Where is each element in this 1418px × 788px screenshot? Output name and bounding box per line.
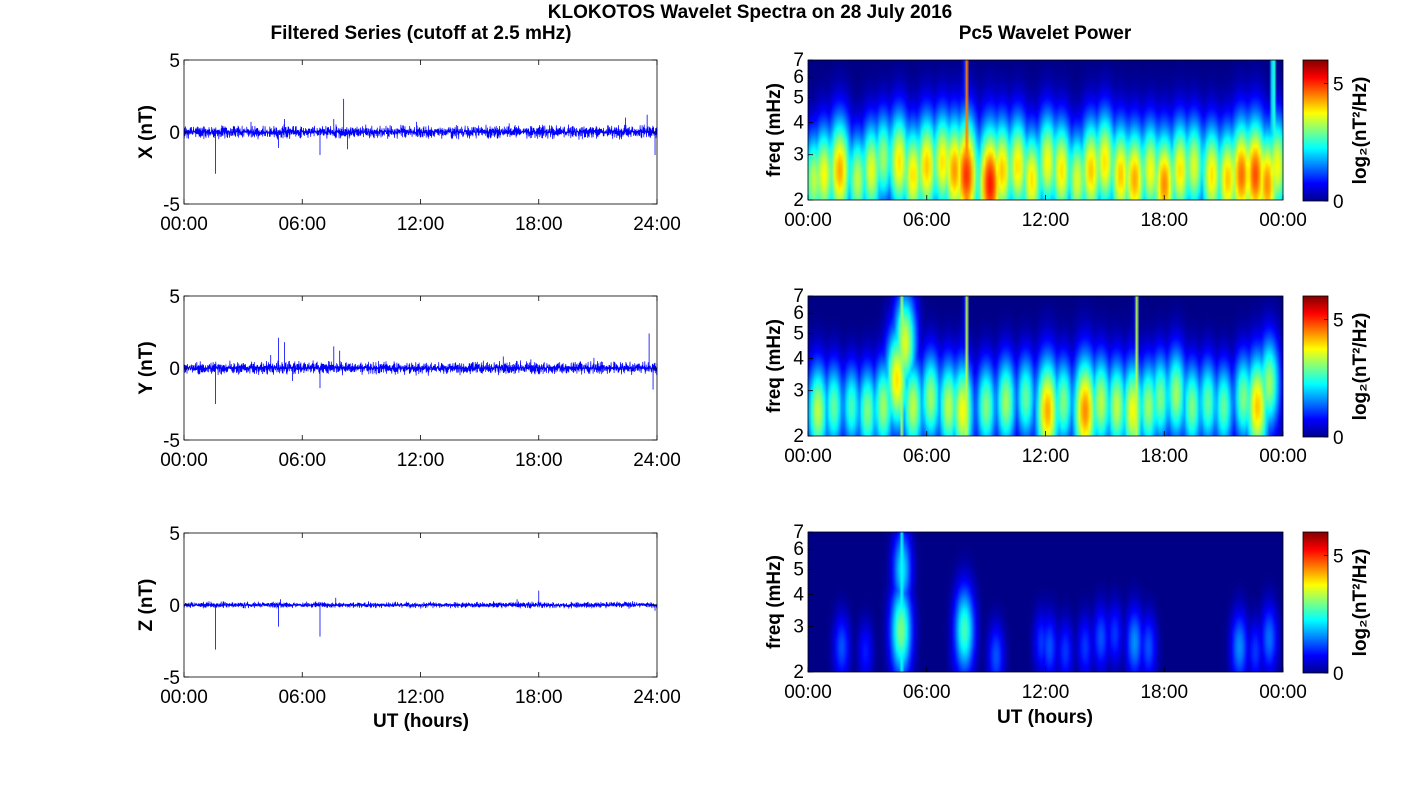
x-tick-label: 24:00 [633, 450, 681, 471]
y-tick-label: 7 [793, 50, 804, 71]
y-tick-label: -5 [163, 195, 180, 216]
x-tick-label: 18:00 [515, 450, 563, 471]
left-x-axis-label: UT (hours) [373, 711, 469, 732]
colorbar [1303, 60, 1328, 201]
colorbar-label: log₂(nT²/Hz) [1350, 549, 1371, 657]
y-tick-label: 4 [793, 113, 804, 134]
colorbar-label: log₂(nT²/Hz) [1350, 313, 1371, 421]
y-tick-label: -5 [163, 668, 180, 689]
series-panel-z: 00:00 06:00 12:00 18:00 24:00 -5 0 5 Z (nT) [136, 524, 681, 708]
y-axis-label: freq (mHz) [764, 555, 785, 649]
y-tick-label: 0 [169, 596, 180, 617]
right-column-title: Pc5 Wavelet Power [959, 23, 1132, 44]
x-tick-label: 00:00 [160, 450, 208, 471]
x-tick-label: 18:00 [1140, 682, 1188, 703]
y-tick-label: 2 [793, 662, 804, 683]
x-tick-label: 18:00 [515, 687, 563, 708]
x-tick-label: 00:00 [160, 687, 208, 708]
x-tick-label: 06:00 [278, 214, 326, 235]
x-tick-label: 06:00 [903, 446, 951, 467]
colorbar [1303, 532, 1328, 673]
colorbar-frame [1302, 531, 1329, 674]
x-tick-label: 06:00 [278, 687, 326, 708]
x-tick-label: 12:00 [397, 687, 445, 708]
colorbar-tick-label: 0 [1333, 192, 1344, 213]
series-line [183, 601, 658, 609]
y-axis-label: Z (nT) [136, 579, 157, 632]
colorbar-tick-label: 0 [1333, 664, 1344, 685]
heatmap-image [808, 296, 1283, 436]
y-tick-label: 4 [793, 585, 804, 606]
colorbar-tick-label: 5 [1333, 547, 1344, 568]
y-axis-label: freq (mHz) [764, 319, 785, 413]
y-tick-label: -5 [163, 431, 180, 452]
y-tick-label: 5 [169, 524, 180, 545]
right-x-axis-label: UT (hours) [997, 707, 1093, 728]
series-panel-y: 00:00 06:00 12:00 18:00 24:00 -5 0 5 Y (nT) [136, 287, 681, 471]
y-tick-label: 3 [793, 381, 804, 402]
x-tick-label: 18:00 [1140, 210, 1188, 231]
x-tick-label: 18:00 [515, 214, 563, 235]
y-tick-label: 5 [169, 51, 180, 72]
y-axis-label: X (nT) [136, 105, 157, 159]
x-tick-label: 00:00 [784, 210, 832, 231]
y-tick-label: 3 [793, 145, 804, 166]
y-tick-label: 5 [793, 560, 804, 581]
y-tick-label: 5 [793, 324, 804, 345]
left-column-title: Filtered Series (cutoff at 2.5 mHz) [271, 23, 572, 44]
y-tick-label: 5 [793, 88, 804, 109]
x-tick-label: 18:00 [1140, 446, 1188, 467]
heatmap-image [808, 60, 1283, 200]
x-tick-label: 12:00 [1022, 210, 1070, 231]
series-line [183, 360, 658, 376]
colorbar-frame [1302, 59, 1329, 202]
y-tick-label: 6 [793, 67, 804, 88]
x-tick-label: 00:00 [784, 446, 832, 467]
heatmap-image [808, 532, 1283, 672]
colorbar-tick-label: 0 [1333, 428, 1344, 449]
figure-title: KLOKOTOS Wavelet Spectra on 28 July 2016 [548, 2, 952, 23]
y-tick-label: 5 [169, 287, 180, 308]
y-tick-label: 3 [793, 617, 804, 638]
y-tick-label: 2 [793, 190, 804, 211]
colorbar-tick-label: 5 [1333, 75, 1344, 96]
x-tick-label: 00:00 [1259, 446, 1307, 467]
series-panel-x: 00:00 06:00 12:00 18:00 24:00 -5 0 5 X (nT) [136, 51, 681, 235]
colorbar-label: log₂(nT²/Hz) [1350, 77, 1371, 185]
y-axis-label: Y (nT) [136, 341, 157, 394]
colorbar-tick-label: 5 [1333, 311, 1344, 332]
x-tick-label: 06:00 [903, 682, 951, 703]
x-tick-label: 12:00 [397, 450, 445, 471]
y-tick-label: 7 [793, 522, 804, 543]
y-tick-label: 2 [793, 426, 804, 447]
y-axis-label: freq (mHz) [764, 83, 785, 177]
colorbar-frame [1302, 295, 1329, 438]
x-tick-label: 12:00 [1022, 682, 1070, 703]
series-line [183, 124, 658, 140]
x-tick-label: 06:00 [278, 450, 326, 471]
y-tick-label: 0 [169, 359, 180, 380]
x-tick-label: 06:00 [903, 210, 951, 231]
y-tick-label: 6 [793, 303, 804, 324]
y-tick-label: 7 [793, 286, 804, 307]
x-tick-label: 00:00 [1259, 210, 1307, 231]
y-tick-label: 0 [169, 123, 180, 144]
x-tick-label: 00:00 [160, 214, 208, 235]
x-tick-label: 12:00 [1022, 446, 1070, 467]
x-tick-label: 24:00 [633, 687, 681, 708]
x-tick-label: 24:00 [633, 214, 681, 235]
y-tick-label: 6 [793, 539, 804, 560]
x-tick-label: 12:00 [397, 214, 445, 235]
x-tick-label: 00:00 [1259, 682, 1307, 703]
colorbar [1303, 296, 1328, 437]
x-tick-label: 00:00 [784, 682, 832, 703]
y-tick-label: 4 [793, 349, 804, 370]
